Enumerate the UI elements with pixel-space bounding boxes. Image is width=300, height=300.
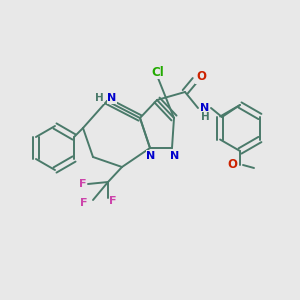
Text: Cl: Cl xyxy=(152,65,164,79)
Text: N: N xyxy=(146,151,156,161)
Text: O: O xyxy=(196,70,206,83)
Text: F: F xyxy=(79,179,87,189)
Text: O: O xyxy=(227,158,237,172)
Text: H: H xyxy=(201,112,209,122)
Text: F: F xyxy=(80,198,88,208)
Text: N: N xyxy=(107,93,117,103)
Text: F: F xyxy=(109,196,117,206)
Text: N: N xyxy=(170,151,180,161)
Text: N: N xyxy=(200,103,210,113)
Text: H: H xyxy=(94,93,103,103)
